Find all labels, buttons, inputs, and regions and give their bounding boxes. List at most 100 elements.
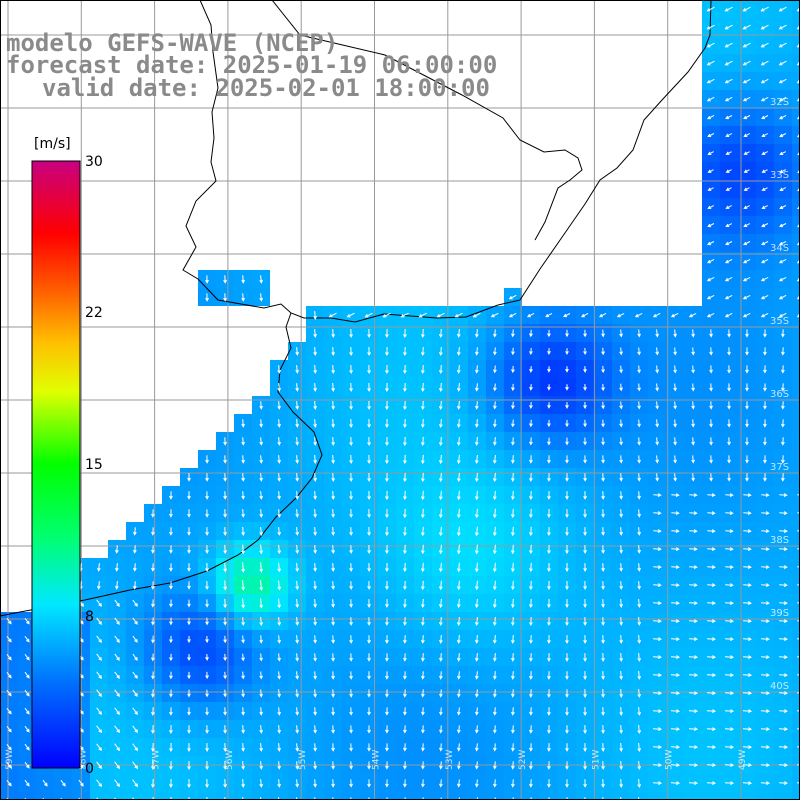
wind-arrow — [151, 671, 155, 680]
wind-arrow — [24, 654, 30, 661]
wind-arrow — [601, 329, 605, 338]
wind-arrow — [403, 526, 407, 537]
wind-arrow — [133, 545, 137, 554]
wind-arrow — [565, 509, 569, 518]
wind-speed-cell — [522, 792, 540, 800]
wind-arrow — [670, 709, 681, 713]
wind-arrow — [707, 133, 715, 137]
wind-speed-cell — [702, 792, 720, 800]
wind-arrow — [725, 151, 732, 155]
wind-arrow — [707, 619, 716, 623]
wind-arrow — [493, 329, 497, 338]
wind-arrow — [797, 584, 800, 586]
wind-arrow — [277, 761, 281, 770]
wind-speed-cell — [234, 792, 252, 800]
wind-arrow — [670, 781, 681, 785]
wind-arrow — [403, 436, 407, 447]
wind-arrow — [727, 383, 731, 392]
wind-arrow — [332, 797, 334, 800]
wind-arrow — [511, 419, 515, 428]
wind-arrow — [438, 400, 443, 411]
wind-arrow — [511, 329, 515, 338]
wind-arrow — [492, 526, 497, 537]
wind-arrow — [151, 635, 155, 644]
wind-arrow — [511, 653, 515, 662]
wind-arrow — [779, 511, 788, 515]
wind-arrow — [151, 760, 155, 771]
wind-arrow — [385, 490, 389, 501]
wind-arrow — [223, 293, 227, 302]
wind-arrow — [565, 779, 569, 788]
wind-arrow — [456, 616, 461, 627]
wind-arrow — [349, 364, 353, 375]
wind-arrow — [277, 725, 281, 734]
wind-arrow — [187, 725, 191, 734]
wind-arrow — [778, 42, 787, 48]
wind-arrow — [709, 437, 713, 446]
wind-arrow — [421, 653, 425, 662]
wind-arrow — [761, 565, 770, 569]
wind-arrow — [421, 671, 425, 680]
wind-arrow — [205, 707, 209, 716]
wind-arrow — [743, 151, 750, 155]
wind-arrow — [205, 509, 209, 518]
wind-arrow — [24, 671, 30, 679]
wind-arrow — [313, 365, 317, 374]
wind-arrow — [529, 671, 533, 680]
wind-speed-cell — [612, 792, 630, 800]
wind-arrow — [565, 563, 569, 573]
wind-arrow — [688, 709, 699, 713]
wind-arrow — [24, 743, 30, 751]
wind-arrow — [205, 689, 209, 698]
wind-arrow — [114, 617, 120, 625]
wind-arrow — [707, 151, 714, 155]
wind-arrow — [652, 673, 663, 677]
wind-arrow — [724, 78, 733, 84]
wind-arrow — [6, 654, 12, 661]
wind-arrow — [652, 763, 663, 767]
wind-arrow — [241, 473, 245, 482]
wind-arrow — [96, 725, 103, 734]
wind-arrow — [440, 797, 442, 800]
wind-arrow — [670, 673, 681, 677]
wind-arrow — [474, 437, 479, 446]
wind-arrow — [403, 400, 407, 411]
wind-arrow — [421, 779, 425, 788]
wind-arrow — [277, 671, 281, 680]
wind-arrow — [313, 329, 317, 338]
wind-arrow — [511, 455, 515, 464]
wind-arrow — [456, 490, 461, 501]
latitude-label: 40S — [770, 681, 789, 692]
wind-arrow — [583, 671, 587, 680]
wind-arrow — [115, 581, 119, 590]
wind-arrow — [547, 348, 551, 355]
wind-arrow — [781, 419, 785, 428]
wind-arrow — [421, 617, 425, 626]
wind-arrow — [706, 312, 715, 318]
wind-arrow — [457, 779, 461, 788]
latitude-label: 33S — [770, 170, 789, 181]
wind-arrow — [169, 509, 173, 518]
wind-arrow — [259, 526, 264, 537]
wind-arrow — [205, 743, 209, 752]
wind-arrow — [529, 526, 533, 537]
wind-arrow — [367, 779, 371, 788]
wind-speed-cell — [792, 54, 800, 72]
wind-arrow — [797, 710, 800, 712]
wind-speed-cell — [792, 216, 800, 234]
wind-arrow — [313, 473, 317, 482]
wind-arrow — [619, 365, 623, 374]
wind-speed-cell — [792, 180, 800, 198]
latitude-label: 35S — [770, 316, 789, 327]
wind-arrow — [277, 779, 281, 788]
wind-arrow — [295, 779, 299, 788]
wind-arrow — [223, 635, 227, 644]
wind-arrow — [456, 472, 461, 483]
wind-arrow — [653, 583, 662, 587]
longitude-label: 59W — [5, 750, 15, 770]
wind-arrow — [706, 294, 715, 300]
wind-arrow — [619, 581, 623, 590]
wind-arrow — [707, 637, 716, 641]
wind-arrow — [637, 742, 642, 753]
wind-arrow — [331, 653, 335, 662]
